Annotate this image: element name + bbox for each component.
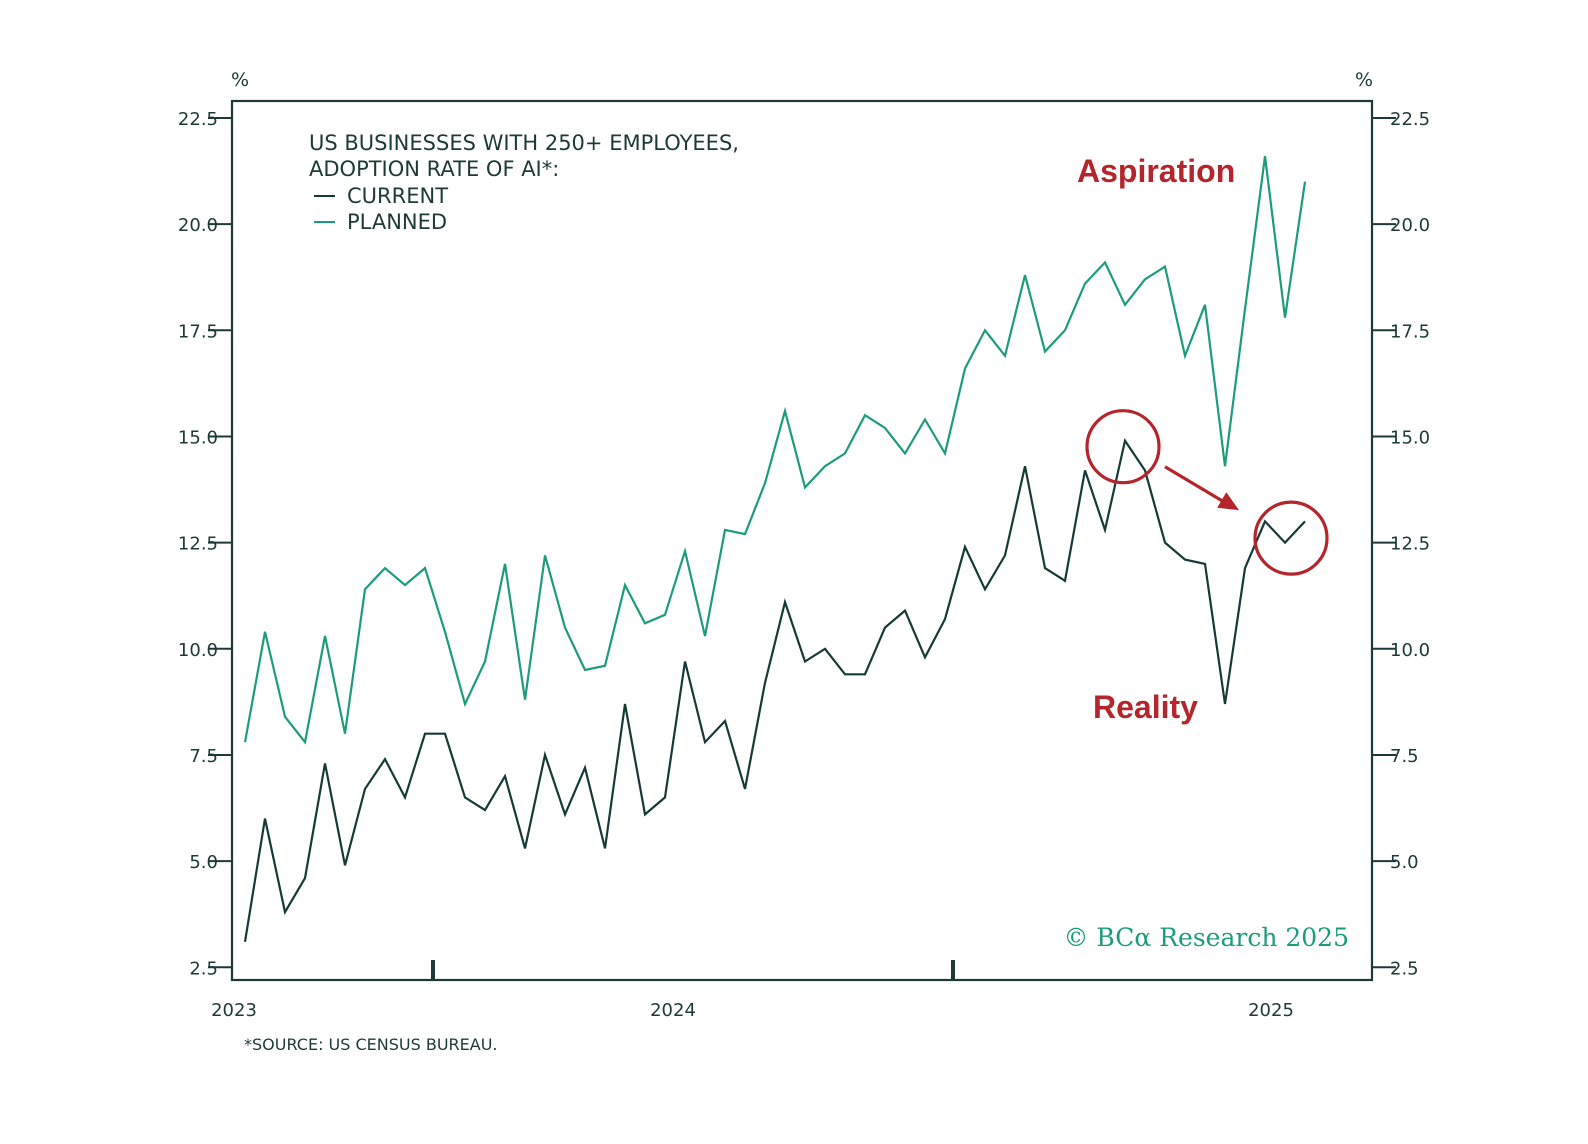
watermark: © BCα Research 2025 xyxy=(1063,923,1349,952)
y-unit-left: % xyxy=(231,69,249,91)
series-line-planned xyxy=(243,156,1307,745)
chart-title-line-1: US BUSINESSES WITH 250+ EMPLOYEES, xyxy=(309,131,739,155)
y-tick-label-left: 17.5 xyxy=(178,321,218,342)
series-layer xyxy=(243,156,1307,942)
source-note: *SOURCE: US CENSUS BUREAU. xyxy=(244,1035,498,1054)
legend-label-planned: PLANNED xyxy=(347,210,447,234)
y-tick-label-left: 22.5 xyxy=(178,109,218,130)
y-tick-label-left: 10.0 xyxy=(178,640,218,661)
y-tick-label-right: 17.5 xyxy=(1390,321,1430,342)
chart-title-line-2: ADOPTION RATE OF AI*: xyxy=(309,157,559,181)
y-tick-label-right: 22.5 xyxy=(1390,109,1430,130)
y-tick-label-right: 12.5 xyxy=(1390,534,1430,555)
highlight-circle-peak xyxy=(1085,409,1161,485)
plot-frame xyxy=(230,99,1374,982)
y-tick-label-right: 7.5 xyxy=(1390,746,1419,767)
y-tick-label-left: 15.0 xyxy=(178,427,218,448)
legend-label-current: CURRENT xyxy=(347,184,448,208)
y-tick-label-left: 5.0 xyxy=(189,852,218,873)
series-line-current xyxy=(243,437,1306,942)
annotation-shapes xyxy=(1085,409,1329,576)
y-tick-label-right: 10.0 xyxy=(1390,640,1430,661)
arrow-head xyxy=(1217,492,1239,511)
x-tick-label: 2025 xyxy=(1248,1000,1294,1021)
annotation-aspiration: Aspiration xyxy=(1077,153,1235,189)
x-axis: 2023 2024 2025 xyxy=(211,960,1294,1021)
y-axis: 2.5 2.5 5.0 5.0 7.5 7.5 10.0 10.0 12.5 12.5 15.0 15… xyxy=(178,109,1430,979)
arrow-shaft xyxy=(1164,465,1232,508)
y-tick-label-right: 5.0 xyxy=(1390,852,1419,873)
y-tick-label-right: 2.5 xyxy=(1390,958,1419,979)
y-tick-label-left: 20.0 xyxy=(178,215,218,236)
y-tick-label-right: 15.0 xyxy=(1390,427,1430,448)
y-tick-label-left: 12.5 xyxy=(178,534,218,555)
y-tick-label-left: 7.5 xyxy=(189,746,218,767)
annotation-reality: Reality xyxy=(1093,689,1198,725)
legend: US BUSINESSES WITH 250+ EMPLOYEES, ADOPT… xyxy=(309,131,739,234)
y-tick-label-left: 2.5 xyxy=(189,958,218,979)
highlight-circle-latest xyxy=(1253,500,1329,576)
y-tick-label-right: 20.0 xyxy=(1390,215,1430,236)
x-tick-label: 2024 xyxy=(650,1000,696,1021)
x-tick-label: 2023 xyxy=(211,1000,257,1021)
y-unit-right: % xyxy=(1355,69,1373,91)
